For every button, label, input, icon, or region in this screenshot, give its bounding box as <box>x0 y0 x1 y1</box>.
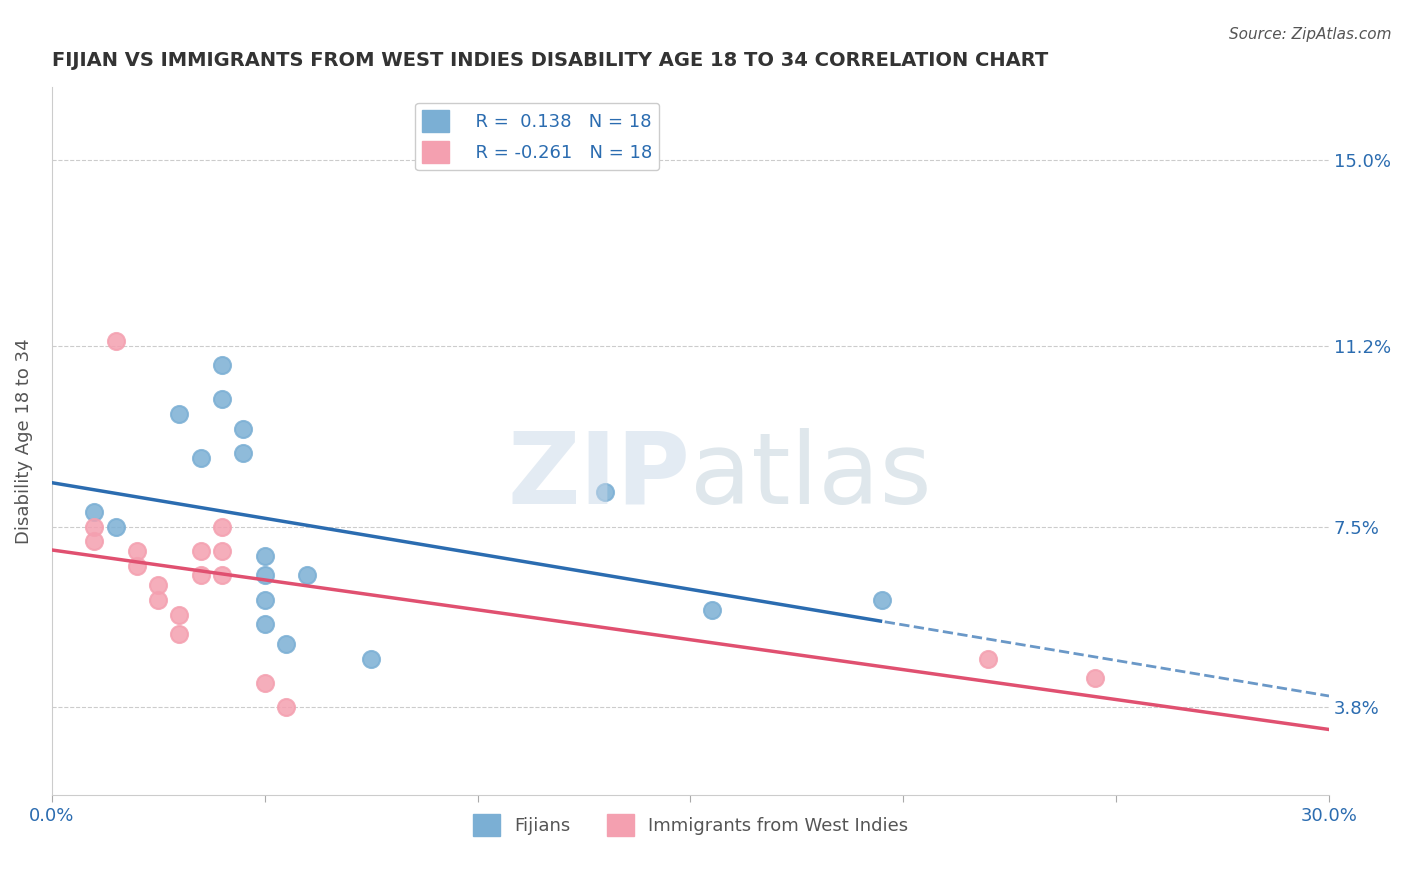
Legend: Fijians, Immigrants from West Indies: Fijians, Immigrants from West Indies <box>465 806 915 843</box>
Point <box>211 392 233 407</box>
Point <box>104 519 127 533</box>
Point <box>125 544 148 558</box>
Point <box>169 407 191 421</box>
Point <box>232 422 254 436</box>
Point <box>104 334 127 348</box>
Point <box>211 358 233 372</box>
Text: FIJIAN VS IMMIGRANTS FROM WEST INDIES DISABILITY AGE 18 TO 34 CORRELATION CHART: FIJIAN VS IMMIGRANTS FROM WEST INDIES DI… <box>52 51 1047 70</box>
Point <box>360 651 382 665</box>
Point <box>700 602 723 616</box>
Point <box>190 544 212 558</box>
Point <box>125 558 148 573</box>
Point <box>274 700 297 714</box>
Point <box>148 592 170 607</box>
Point <box>148 578 170 592</box>
Point <box>253 592 276 607</box>
Point <box>1084 671 1107 685</box>
Text: atlas: atlas <box>690 428 932 524</box>
Point <box>190 451 212 466</box>
Text: ZIP: ZIP <box>508 428 690 524</box>
Text: Source: ZipAtlas.com: Source: ZipAtlas.com <box>1229 27 1392 42</box>
Point <box>274 637 297 651</box>
Y-axis label: Disability Age 18 to 34: Disability Age 18 to 34 <box>15 338 32 544</box>
Point <box>83 534 105 549</box>
Point <box>870 592 893 607</box>
Point <box>253 676 276 690</box>
Point <box>253 617 276 632</box>
Point <box>593 485 616 500</box>
Point <box>211 544 233 558</box>
Point <box>169 607 191 622</box>
Point <box>83 505 105 519</box>
Point <box>83 519 105 533</box>
Point <box>295 568 318 582</box>
Point <box>211 568 233 582</box>
Point <box>253 549 276 563</box>
Point <box>211 519 233 533</box>
Point <box>232 446 254 460</box>
Point <box>190 568 212 582</box>
Point <box>977 651 1000 665</box>
Point <box>253 568 276 582</box>
Point <box>169 627 191 641</box>
